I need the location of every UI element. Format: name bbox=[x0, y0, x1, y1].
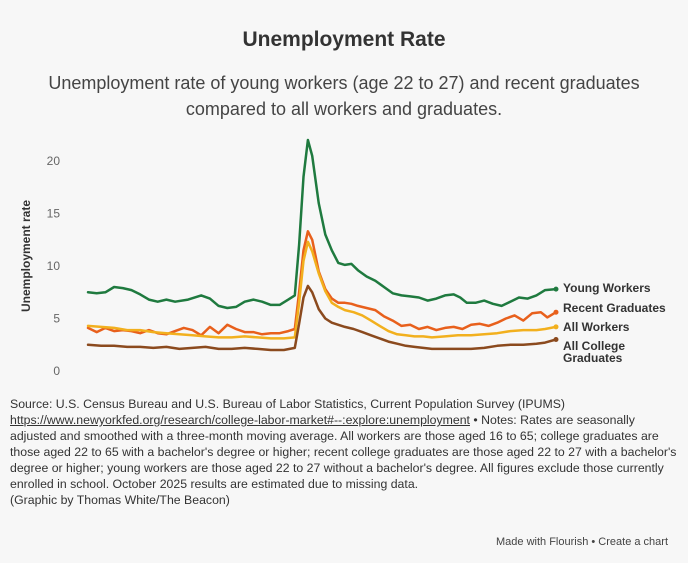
y-tick-label: 10 bbox=[47, 259, 61, 273]
flourish-footer: Made with Flourish • Create a chart bbox=[496, 536, 668, 548]
series-label: All Workers bbox=[563, 320, 630, 334]
create-chart-link[interactable]: Create a chart bbox=[598, 536, 668, 548]
line-chart: 0 5 10 15 20 Unemployment rate Young Workers… bbox=[19, 138, 666, 378]
y-tick-label: 0 bbox=[53, 364, 60, 378]
notes-paragraph: https://www.newyorkfed.org/research/coll… bbox=[10, 412, 682, 492]
y-tick-label: 20 bbox=[47, 154, 61, 168]
graphic-credit: (Graphic by Thomas White/The Beacon) bbox=[10, 493, 230, 507]
series-labels: Young Workers Recent Graduates All Workers… bbox=[563, 281, 666, 365]
y-axis: 0 5 10 15 20 bbox=[47, 154, 61, 378]
source-text: Source: U.S. Census Bureau and U.S. Bure… bbox=[10, 397, 565, 411]
made-with-flourish-link[interactable]: Made with Flourish bbox=[496, 536, 589, 548]
series-line-all-college-graduates bbox=[86, 284, 558, 352]
series-end-point bbox=[553, 286, 559, 292]
footer-separator: • bbox=[588, 536, 599, 548]
y-tick-label: 5 bbox=[53, 312, 60, 326]
series-label: Recent Graduates bbox=[563, 301, 666, 315]
chart-subtitle: Unemployment rate of young workers (age … bbox=[48, 73, 640, 119]
y-tick-label: 15 bbox=[47, 207, 61, 221]
series-label: All College Graduates bbox=[563, 339, 625, 365]
notes-text: • Notes: Rates are seasonally adjusted a… bbox=[10, 413, 677, 491]
source-link[interactable]: https://www.newyorkfed.org/research/coll… bbox=[10, 413, 470, 427]
series-line-all-workers bbox=[86, 240, 558, 340]
series-lines bbox=[86, 138, 559, 352]
y-axis-label: Unemployment rate bbox=[19, 200, 33, 312]
series-end-point bbox=[553, 309, 559, 315]
series-line-young-workers bbox=[86, 138, 558, 310]
chart-notes: Source: U.S. Census Bureau and U.S. Bure… bbox=[10, 396, 682, 508]
series-end-point bbox=[553, 337, 559, 342]
series-end-point bbox=[553, 324, 559, 330]
chart-title: Unemployment Rate bbox=[242, 28, 446, 51]
series-label: Young Workers bbox=[563, 281, 651, 295]
